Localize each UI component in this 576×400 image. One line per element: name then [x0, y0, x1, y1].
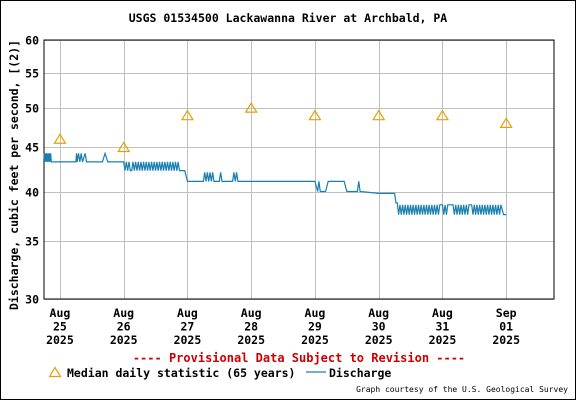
- median-point: [53, 133, 67, 144]
- x-tick-label: 2025: [237, 333, 265, 347]
- y-tick-label: 55: [25, 67, 39, 81]
- x-tick-label: Aug: [305, 306, 326, 320]
- y-tick-label: 35: [25, 235, 39, 249]
- x-tick-label: Sep: [496, 306, 517, 320]
- x-tick-label: Aug: [177, 306, 198, 320]
- legend-discharge-label: Discharge: [329, 366, 392, 380]
- y-tick-label: 40: [25, 186, 39, 200]
- median-point: [117, 141, 131, 153]
- x-tick-label: Aug: [368, 306, 389, 320]
- graph-credit: Graph courtesy of the U.S. Geological Su…: [356, 385, 568, 394]
- x-tick-label: 2025: [429, 333, 457, 347]
- x-tick-label: 26: [117, 320, 131, 334]
- grid-lines: [44, 40, 554, 300]
- x-tick-label: 29: [308, 320, 322, 334]
- legend-median-label: Median daily statistic (65 years): [67, 366, 296, 380]
- x-tick-label: Aug: [113, 306, 134, 320]
- x-tick-label: 2025: [492, 333, 520, 347]
- median-point: [180, 109, 195, 121]
- chart-title: USGS 01534500 Lackawanna River at Archba…: [128, 11, 448, 25]
- y-tick-label: 60: [25, 34, 39, 48]
- x-tick-label: 25: [53, 320, 67, 334]
- median-point: [244, 101, 258, 113]
- x-tick-label: 2025: [174, 333, 202, 347]
- x-tick-label: 30: [372, 320, 386, 334]
- y-tick-label: 45: [25, 141, 39, 155]
- x-tick-label: 2025: [46, 333, 74, 347]
- x-tick-label: 27: [181, 320, 195, 334]
- median-triangle-icon: [48, 366, 62, 378]
- x-tick-label: 31: [436, 320, 450, 334]
- x-tick-label: Aug: [241, 306, 262, 320]
- x-tick-label: 2025: [110, 333, 138, 347]
- x-tick-label: 01: [499, 320, 513, 334]
- x-tick-label: Aug: [50, 306, 71, 320]
- x-tick-label: 28: [244, 320, 258, 334]
- plot-area: [43, 39, 555, 300]
- median-point: [435, 109, 450, 121]
- x-tick-label: Aug: [432, 306, 453, 320]
- x-tick-labels: Aug252025Aug262025Aug272025Aug282025Aug2…: [46, 306, 520, 347]
- provisional-notice: ---- Provisional Data Subject to Revisio…: [132, 351, 466, 365]
- median-point: [308, 109, 322, 121]
- y-tick-labels: 30 35 40 45 50 55 60: [25, 34, 39, 307]
- median-point: [372, 109, 386, 121]
- series-marks: [43, 101, 513, 216]
- y-tick-label: 30: [25, 293, 39, 307]
- discharge-line: [43, 151, 507, 216]
- x-tick-label: 2025: [301, 333, 329, 347]
- discharge-line-icon: [306, 371, 326, 373]
- y-tick-label: 50: [25, 102, 39, 116]
- median-point: [499, 117, 513, 128]
- x-tick-label: 2025: [365, 333, 393, 347]
